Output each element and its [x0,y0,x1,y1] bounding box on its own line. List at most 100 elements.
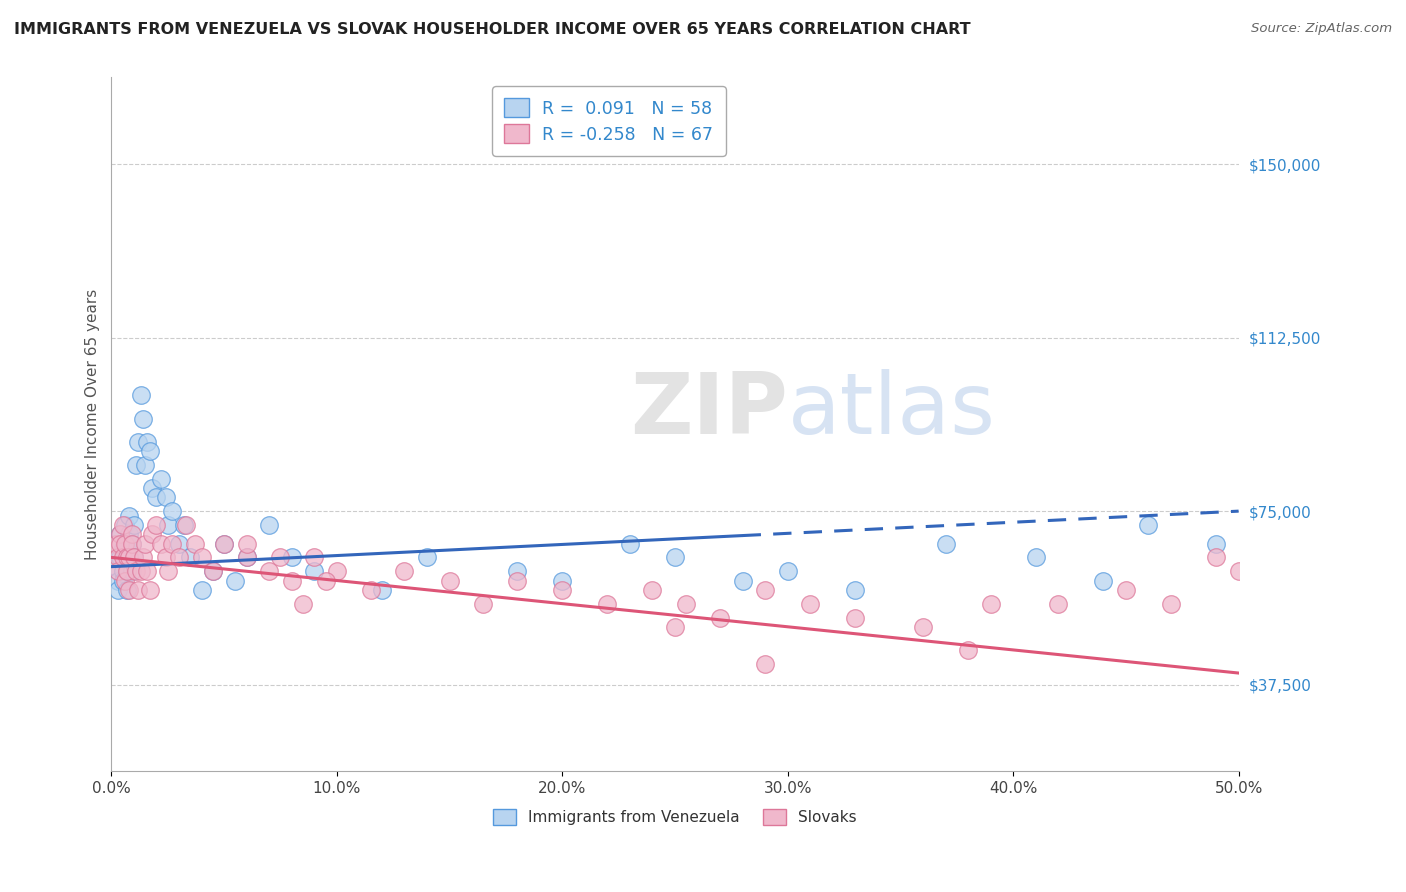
Point [127,582,149,597]
Text: atlas: atlas [787,369,995,452]
Point [754,582,776,597]
Point [1047,597,1070,611]
Point [104,559,127,574]
Point [911,620,934,634]
Point [118,508,141,523]
Point [107,564,129,578]
Point [179,550,201,565]
Point [114,550,136,565]
Point [1025,550,1047,565]
Point [167,550,190,565]
Point [754,657,776,671]
Point [1205,536,1227,550]
Point [371,582,394,597]
Point [129,388,152,402]
Point [844,610,866,624]
Point [145,490,167,504]
Point [114,574,136,588]
Point [980,597,1002,611]
Point [292,597,315,611]
Point [136,434,159,449]
Point [127,434,149,449]
Point [162,504,184,518]
Point [110,527,132,541]
Text: ZIP: ZIP [630,369,787,452]
Point [125,458,148,472]
Point [121,536,143,550]
Point [235,536,257,550]
Point [190,550,212,565]
Point [1115,582,1137,597]
Point [107,574,129,588]
Point [141,527,163,541]
Point [506,574,529,588]
Point [114,518,136,533]
Point [121,564,143,578]
Point [114,536,136,550]
Point [709,610,731,624]
Point [201,564,224,578]
Point [957,643,980,657]
Point [156,518,179,533]
Point [551,574,574,588]
Point [596,597,619,611]
Point [138,444,160,458]
Y-axis label: Householder Income Over 65 years: Householder Income Over 65 years [86,289,100,560]
Point [304,564,326,578]
Point [235,550,257,565]
Point [155,550,177,565]
Point [360,582,382,597]
Point [118,527,141,541]
Point [551,582,574,597]
Point [506,564,529,578]
Point [134,458,156,472]
Point [326,564,349,578]
Point [121,536,143,550]
Point [776,564,799,578]
Point [174,518,197,533]
Point [641,582,664,597]
Point [201,564,224,578]
Point [315,574,337,588]
Point [1227,564,1250,578]
Point [110,536,132,550]
Point [111,574,134,588]
Point [111,550,134,565]
Point [145,518,167,533]
Point [107,582,129,597]
Text: Source: ZipAtlas.com: Source: ZipAtlas.com [1251,22,1392,36]
Point [118,550,141,565]
Point [257,518,280,533]
Point [257,564,280,578]
Point [394,564,416,578]
Point [107,550,129,565]
Point [844,582,866,597]
Point [125,564,148,578]
Point [167,536,190,550]
Point [304,550,326,565]
Point [129,564,152,578]
Point [675,597,697,611]
Point [141,481,163,495]
Point [156,564,179,578]
Point [162,536,184,550]
Point [111,518,134,533]
Point [115,564,138,578]
Point [1137,518,1160,533]
Point [235,550,257,565]
Point [111,541,134,556]
Point [110,527,132,541]
Point [121,527,143,541]
Point [934,536,956,550]
Point [104,536,127,550]
Point [1205,550,1227,565]
Point [619,536,641,550]
Point [269,550,291,565]
Point [212,536,235,550]
Point [111,564,134,578]
Point [1092,574,1115,588]
Point [472,597,495,611]
Point [110,550,132,565]
Point [150,536,173,550]
Point [281,574,304,588]
